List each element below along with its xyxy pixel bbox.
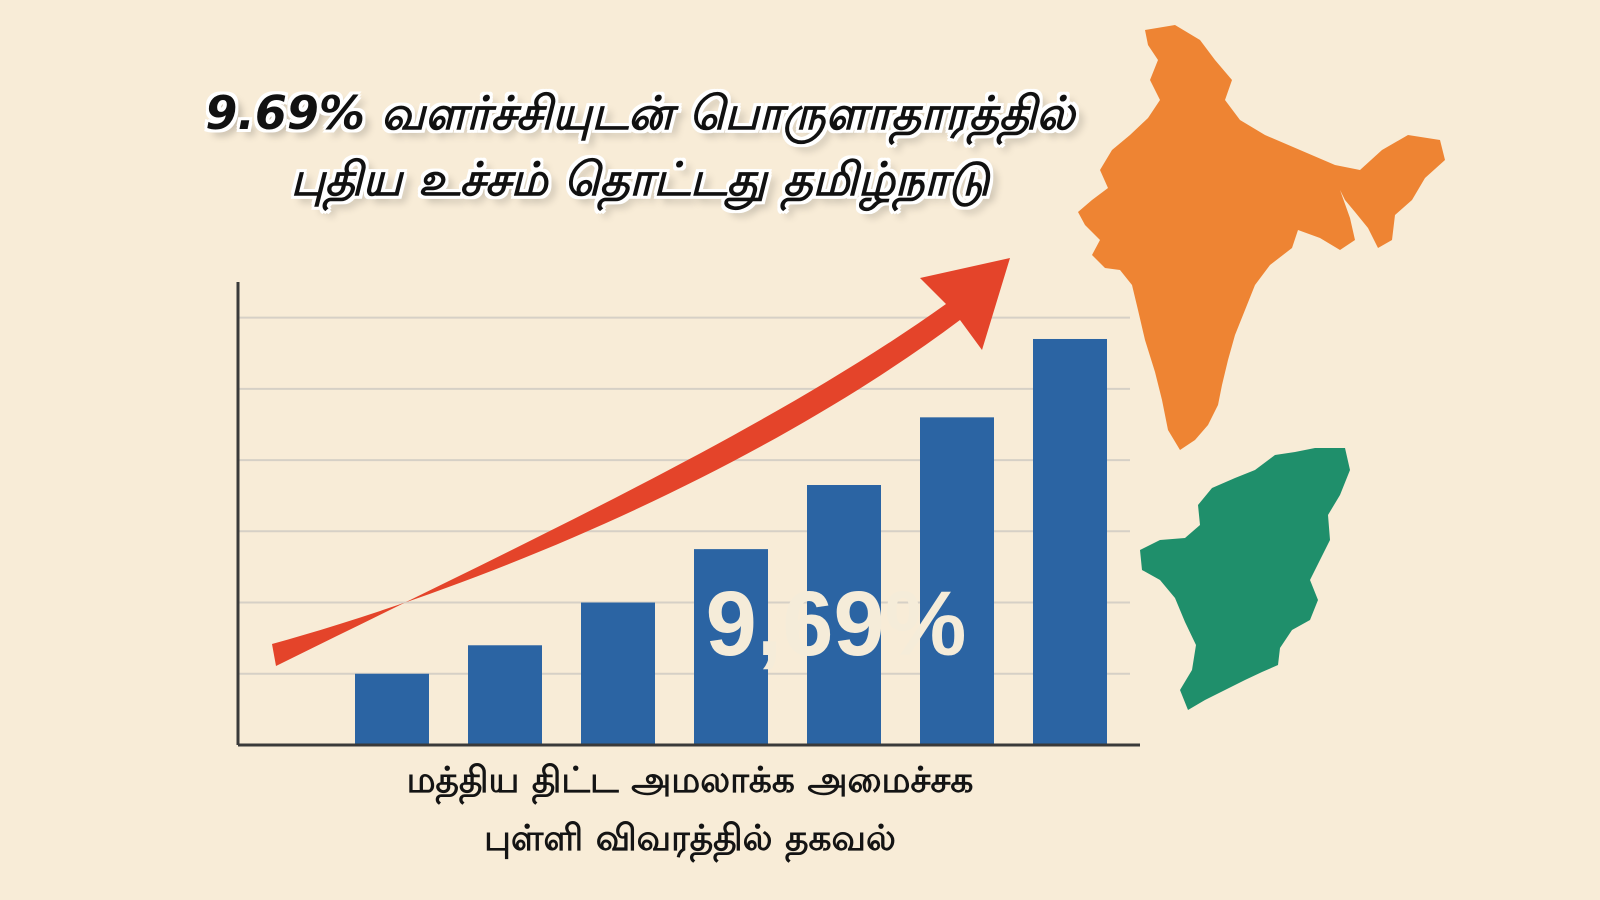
trend-arrow-body: [272, 258, 1010, 666]
headline-line-2: புதிய உச்சம் தொட்டது தமிழ்நாடு: [290, 152, 990, 206]
caption-line-1: மத்திய திட்ட அமலாக்க அமைச்சக: [406, 760, 974, 801]
bar-6: [920, 417, 994, 745]
source-caption: மத்திய திட்ட அமலாக்க அமைச்சக புள்ளி விவர…: [220, 752, 1160, 868]
bar-2: [468, 645, 542, 745]
bars: [355, 338, 1107, 745]
bar-5: [807, 485, 881, 745]
bar-4: [694, 549, 768, 745]
headline: 9.69% வளர்ச்சியுடன் பொருளாதாரத்தில் புதி…: [180, 80, 1100, 212]
headline-line-1: 9.69% வளர்ச்சியுடன் பொருளாதாரத்தில்: [205, 86, 1075, 140]
caption-line-2: புள்ளி விவரத்தில் தகவல்: [484, 818, 896, 859]
bar-3: [581, 602, 655, 745]
bar-7: [1033, 338, 1107, 745]
india-map-icon: [1078, 25, 1445, 450]
tamilnadu-map-icon: [1140, 448, 1350, 710]
axes: [236, 282, 1140, 747]
bar-1: [355, 673, 429, 745]
trend-arrow: [272, 258, 1010, 666]
overlay-percent-label: 9,69%: [706, 573, 967, 675]
